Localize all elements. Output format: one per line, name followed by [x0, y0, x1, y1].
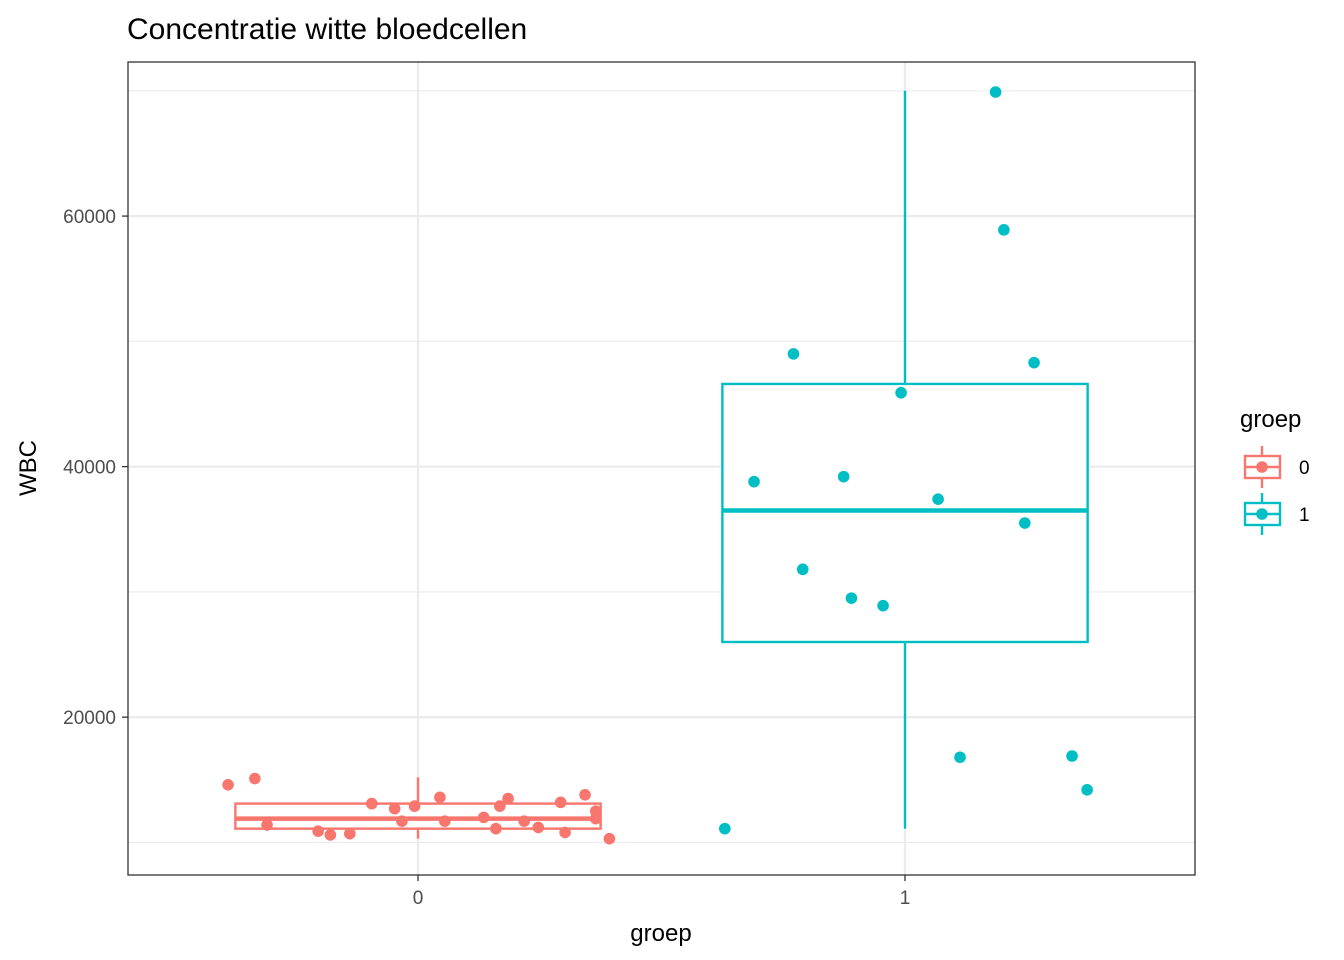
data-point-group-0 — [490, 822, 502, 835]
data-point-group-0 — [589, 812, 602, 825]
box-group-1 — [721, 90, 1089, 829]
data-point-group-1 — [1028, 356, 1040, 369]
data-point-group-0 — [532, 821, 545, 834]
data-point-group-1 — [1081, 784, 1093, 796]
x-axis-title: groep — [630, 920, 691, 947]
legend-key-point — [1256, 508, 1268, 520]
data-point-group-1 — [1019, 517, 1031, 529]
data-point-group-0 — [261, 819, 273, 831]
legend-item-1: 1 — [1243, 493, 1310, 535]
y-axis: 20000 40000 60000 — [63, 207, 128, 729]
data-point-group-0 — [249, 772, 261, 785]
plot-panel-border — [127, 61, 1196, 876]
chart-title: Concentratie witte bloedcellen — [127, 13, 527, 46]
data-point-group-0 — [603, 832, 616, 845]
legend-label: 1 — [1299, 505, 1310, 526]
data-point-group-1 — [998, 224, 1010, 236]
legend-item-0: 0 — [1243, 446, 1310, 488]
data-point-group-1 — [895, 386, 907, 399]
data-point-group-1 — [954, 751, 966, 764]
data-point-group-0 — [365, 797, 378, 810]
x-tick-label: 1 — [900, 888, 911, 909]
data-point-group-0 — [434, 791, 446, 804]
data-point-group-0 — [312, 825, 324, 837]
points-layer — [222, 86, 1093, 845]
data-point-group-1 — [837, 470, 850, 483]
box-iqr — [721, 382, 1089, 644]
data-point-group-0 — [518, 815, 530, 827]
data-point-group-0 — [396, 815, 408, 827]
data-point-group-0 — [494, 800, 506, 812]
legend: groep 0 1 — [1240, 406, 1310, 535]
data-point-group-0 — [222, 779, 234, 791]
data-point-group-1 — [748, 475, 760, 488]
data-point-group-1 — [719, 822, 731, 835]
data-point-group-1 — [787, 348, 800, 360]
data-point-group-0 — [477, 811, 490, 824]
data-point-group-0 — [502, 792, 514, 805]
y-axis-title: WBC — [15, 440, 42, 496]
data-point-group-0 — [579, 789, 591, 801]
data-point-group-0 — [408, 800, 421, 812]
legend-label: 0 — [1299, 458, 1310, 479]
data-point-group-1 — [845, 592, 858, 604]
data-point-group-1 — [877, 599, 889, 612]
y-tick-label: 20000 — [63, 708, 116, 729]
data-point-group-0 — [344, 827, 356, 840]
boxes-layer — [234, 90, 1089, 839]
data-point-group-1 — [989, 86, 1002, 98]
y-tick-label: 60000 — [63, 207, 116, 228]
data-point-group-0 — [554, 796, 567, 809]
legend-title: groep — [1240, 406, 1301, 433]
data-point-group-1 — [796, 563, 809, 576]
data-point-group-1 — [932, 493, 944, 505]
data-point-group-0 — [438, 815, 451, 827]
data-point-group-1 — [1066, 750, 1078, 762]
legend-key-point — [1256, 461, 1268, 473]
data-point-group-0 — [388, 802, 401, 815]
data-point-group-0 — [559, 826, 571, 839]
y-tick-label: 40000 — [63, 458, 116, 479]
data-point-group-0 — [324, 829, 337, 841]
x-tick-label: 0 — [413, 888, 424, 909]
